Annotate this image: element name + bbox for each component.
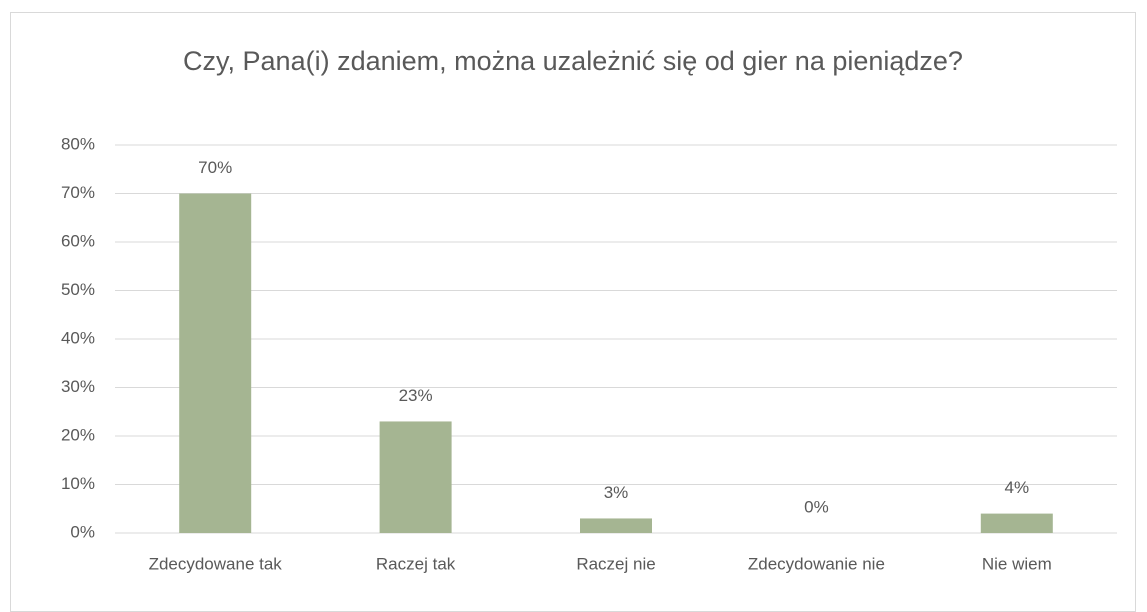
chart: 0% 10% 20% 30% 40% 50% 60% 70% 80% Zdecydowane ta… xyxy=(61,134,1117,573)
y-tick-label: 10% xyxy=(61,474,95,493)
y-tick-label: 60% xyxy=(61,231,95,250)
y-tick-label: 50% xyxy=(61,280,95,299)
x-tick-label: Zdecydowanie nie xyxy=(748,554,885,573)
x-tick-label: Raczej nie xyxy=(576,554,655,573)
y-tick-label: 30% xyxy=(61,377,95,396)
data-label: 70% xyxy=(198,158,232,177)
chart-title: Czy, Pana(i) zdaniem, można uzależnić si… xyxy=(183,46,963,76)
x-tick-label: Raczej tak xyxy=(376,554,456,573)
page: {"chart_data": {"type": "bar", "title": … xyxy=(10,12,1136,612)
bar xyxy=(580,518,652,533)
data-label: 23% xyxy=(399,386,433,405)
y-tick-label: 0% xyxy=(70,522,95,541)
x-tick-label: Zdecydowane tak xyxy=(149,554,283,573)
bar xyxy=(980,513,1053,533)
bar xyxy=(379,421,452,533)
data-label: 3% xyxy=(604,483,629,502)
bar xyxy=(179,193,252,533)
data-label: 4% xyxy=(1005,478,1030,497)
y-tick-label: 40% xyxy=(61,328,95,347)
y-tick-label: 70% xyxy=(61,183,95,202)
y-tick-label: 80% xyxy=(61,134,95,153)
data-label: 0% xyxy=(804,497,829,516)
y-tick-label: 20% xyxy=(61,425,95,444)
x-tick-label: Nie wiem xyxy=(982,554,1052,573)
